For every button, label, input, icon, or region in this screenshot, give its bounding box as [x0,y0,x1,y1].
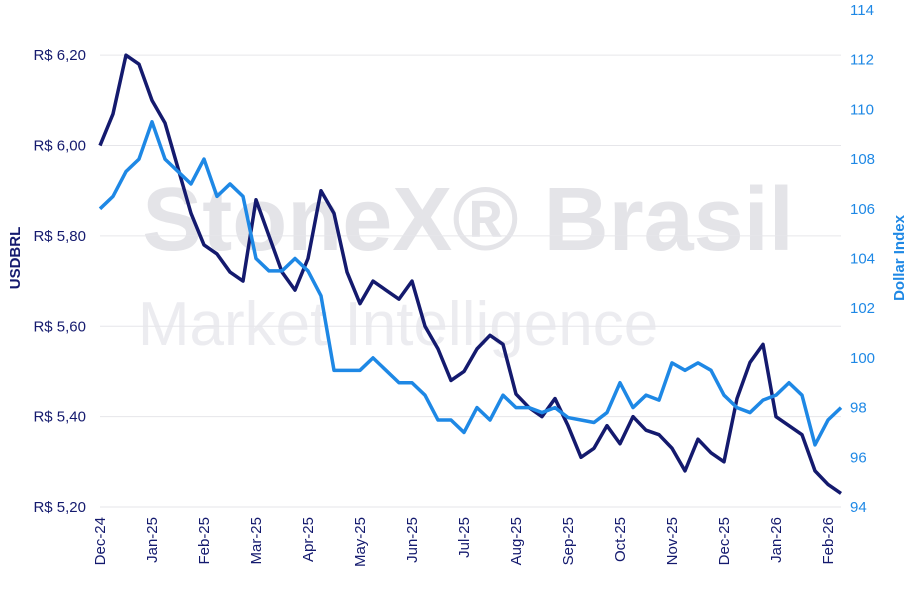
x-tick-label: Feb-25 [196,517,213,565]
y2-tick-label: 112 [850,52,874,69]
y2-axis-title: Dollar Index [891,214,908,301]
y2-tick-label: 108 [850,151,875,168]
x-tick-label: Jan-25 [144,517,161,563]
y2-tick-label: 96 [850,449,867,466]
y-tick-label: R$ 5,80 [33,228,86,245]
y-tick-label: R$ 5,20 [33,499,86,516]
y-axis-title: USDBRL [7,227,24,290]
y2-tick-label: 106 [850,201,875,218]
x-tick-label: Aug-25 [508,517,525,565]
x-tick-label: Sep-25 [560,517,577,565]
y2-tick-label: 114 [850,2,874,19]
x-tick-label: Jun-25 [404,517,421,563]
series-line [98,120,843,447]
series-line [98,53,842,495]
x-tick-label: Jan-26 [768,517,785,563]
x-tick-label: Apr-25 [300,517,317,562]
y2-tick-label: 100 [850,350,875,367]
y2-tick-label: 94 [850,499,867,516]
x-tick-label: Dec-24 [92,517,109,565]
x-tick-label: Mar-25 [248,517,265,565]
watermark: StoneX® Brasil [142,170,794,270]
y-tick-label: R$ 6,20 [33,47,86,64]
y2-tick-label: 110 [850,101,874,118]
x-tick-label: Jul-25 [456,517,473,558]
x-tick-label: May-25 [352,517,369,567]
x-tick-label: Feb-26 [820,517,837,565]
y2-tick-label: 104 [850,251,875,268]
y2-tick-label: 102 [850,300,875,317]
x-tick-label: Oct-25 [612,517,629,562]
watermark: Market Intelligence [138,290,658,359]
y2-tick-label: 98 [850,400,867,417]
x-tick-label: Dec-25 [716,517,733,565]
y-tick-label: R$ 5,40 [33,409,86,426]
y-tick-label: R$ 6,00 [33,138,86,155]
x-tick-label: Nov-25 [664,517,681,565]
y-tick-label: R$ 5,60 [33,318,86,335]
